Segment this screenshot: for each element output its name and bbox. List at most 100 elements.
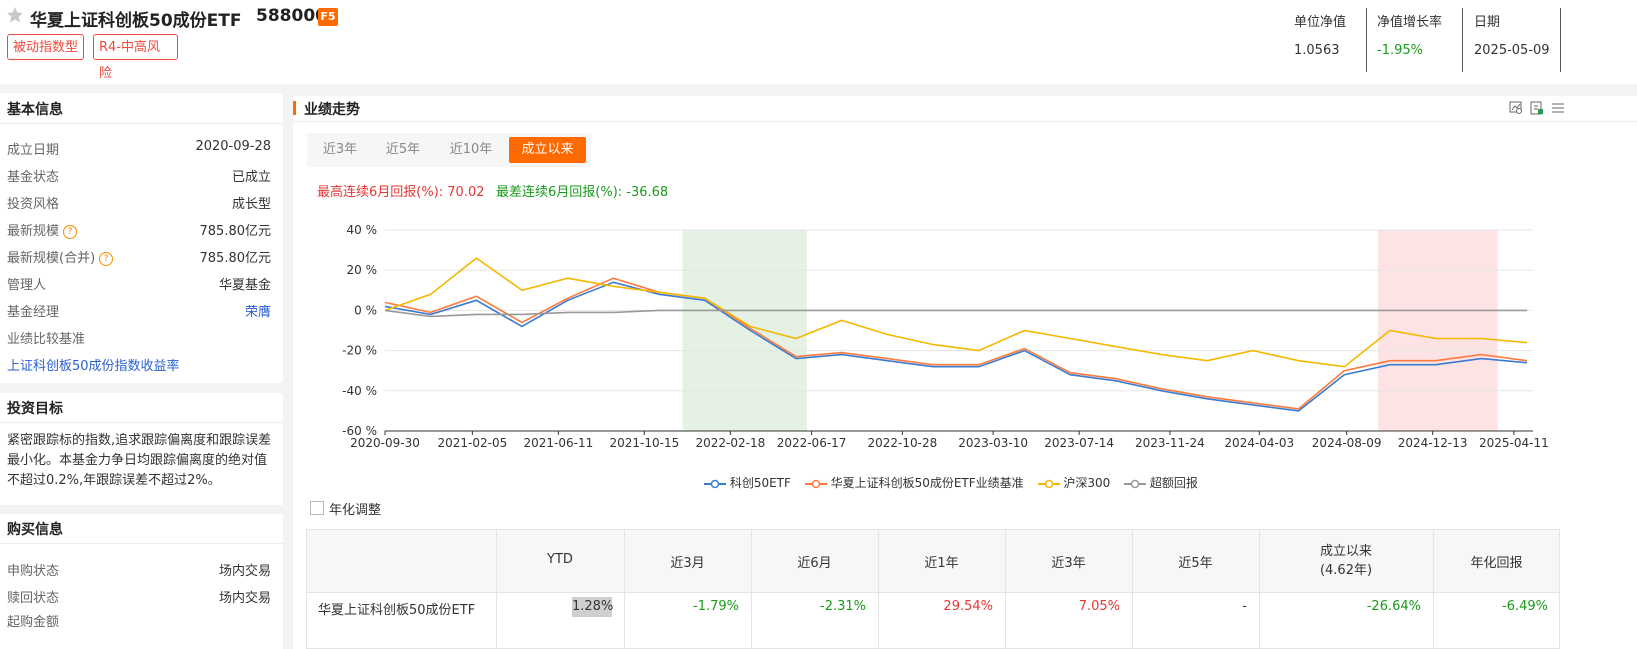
legend-item-hs300[interactable]: 沪深300 xyxy=(1037,474,1111,491)
return-cell: - xyxy=(1242,599,1247,614)
tab-since-inception[interactable]: 成立以来 xyxy=(509,137,586,163)
legend-label: 超额回报 xyxy=(1149,476,1198,490)
legend-label: 华夏上证科创板50成份ETF业绩基准 xyxy=(830,476,1024,490)
legend-marker xyxy=(804,479,827,488)
column-divider xyxy=(1005,529,1006,649)
tab-10y[interactable]: 近10年 xyxy=(449,142,493,157)
title-accent-bar xyxy=(293,101,296,115)
fund-manager-link[interactable]: 荣膺 xyxy=(244,305,271,320)
x-tick-label: 2024-04-03 xyxy=(1224,436,1294,450)
tab-5y[interactable]: 近5年 xyxy=(385,142,421,157)
fund-header: 华夏上证科创板50成份ETF 588000 F5 被动指数型 R4-中高风险 单… xyxy=(0,0,1637,84)
stat-divider xyxy=(1366,8,1367,72)
highlight-band xyxy=(682,230,807,431)
f5-badge[interactable]: F5 xyxy=(318,8,338,26)
purchase-label: 起购金额 xyxy=(7,615,60,630)
fund-name: 华夏上证科创板50成份ETF xyxy=(30,11,242,31)
risk-level-tag: R4-中高风险 xyxy=(93,34,178,81)
return-cell: -2.31% xyxy=(820,599,866,614)
info-label: 业绩比较基准 xyxy=(7,332,86,347)
menu-icon[interactable] xyxy=(1551,101,1565,115)
legend-label: 科创50ETF xyxy=(729,476,791,490)
divider xyxy=(0,543,283,544)
basic-info-panel: 基本信息 成立日期 2020-09-28 基金状态 已成立 投资风格 成长型 最… xyxy=(0,93,283,383)
series-line xyxy=(384,281,1528,412)
legend-marker xyxy=(1124,479,1147,488)
legend-item-kc50[interactable]: 科创50ETF xyxy=(704,474,791,491)
x-tick-label: 2021-10-15 xyxy=(609,436,679,450)
return-cell: 7.05% xyxy=(1078,599,1120,614)
x-tick-label: 2023-03-10 xyxy=(958,436,1028,450)
divider xyxy=(0,422,283,423)
info-label: 投资风格 xyxy=(7,197,60,212)
date-label: 日期 xyxy=(1474,15,1501,30)
column-divider xyxy=(751,529,752,649)
series-line xyxy=(384,277,1528,410)
help-icon[interactable]: ? xyxy=(63,224,78,239)
return-cell: -1.79% xyxy=(693,599,739,614)
fund-code: 588000 xyxy=(256,6,327,26)
x-tick-label: 2022-10-28 xyxy=(867,436,937,450)
return-cell: -26.64% xyxy=(1366,599,1421,614)
basic-info-title: 基本信息 xyxy=(7,102,63,118)
fund-type-tag: 被动指数型 xyxy=(7,34,84,60)
x-tick-label: 2021-02-05 xyxy=(437,436,507,450)
objective-title: 投资目标 xyxy=(7,401,63,417)
info-label: 管理人 xyxy=(7,278,47,293)
purchase-panel: 购买信息 申购状态 场内交易 赎回状态 场内交易 起购金额 xyxy=(0,514,283,649)
tab-3y[interactable]: 近3年 xyxy=(322,142,358,157)
purchase-label: 赎回状态 xyxy=(7,591,60,606)
annualize-checkbox[interactable] xyxy=(310,501,324,515)
table-header-cell: 近5年 xyxy=(1178,556,1213,571)
y-tick-label: 20 % xyxy=(347,263,378,277)
purchase-value: 场内交易 xyxy=(218,591,271,606)
divider xyxy=(293,121,1637,122)
table-header-cell: YTD xyxy=(547,552,573,567)
legend-item-excess[interactable]: 超额回报 xyxy=(1124,474,1198,491)
chart-legend: 科创50ETF 华夏上证科创板50成份ETF业绩基准 沪深300 超额回报 xyxy=(704,474,1198,490)
info-label: 成立日期 xyxy=(7,143,60,158)
table-header-cell: 成立以来 (4.62年) xyxy=(1319,544,1373,578)
y-tick-label: -60 % xyxy=(342,424,377,438)
fund-row-name: 华夏上证科创板50成份ETF xyxy=(318,603,476,618)
column-divider xyxy=(878,529,879,649)
worst-6m-return: 最差连续6月回报(%): -36.68 xyxy=(496,185,669,200)
annualize-label: 年化调整 xyxy=(329,503,382,518)
benchmark-link[interactable]: 上证科创板50成份指数收益率 xyxy=(7,359,180,374)
favorite-star-icon[interactable] xyxy=(6,6,24,24)
performance-title: 业绩走势 xyxy=(304,102,360,118)
return-cell: -6.49% xyxy=(1502,599,1548,614)
legend-marker xyxy=(704,479,726,488)
help-icon[interactable]: ? xyxy=(99,251,114,266)
legend-item-benchmark[interactable]: 华夏上证科创板50成份ETF业绩基准 xyxy=(804,474,1024,491)
table-header-row xyxy=(307,530,1559,592)
legend-marker xyxy=(1037,479,1060,488)
zoom-chart-icon[interactable] xyxy=(1509,101,1523,115)
divider xyxy=(307,592,1559,593)
purchase-label: 申购状态 xyxy=(7,564,60,579)
y-tick-label: 0 % xyxy=(354,303,377,317)
stat-divider xyxy=(1560,8,1561,72)
stat-divider xyxy=(1462,8,1463,72)
x-tick-label: 2022-02-18 xyxy=(695,436,765,450)
nav-label: 单位净值 xyxy=(1294,15,1347,30)
y-tick-label: -40 % xyxy=(342,384,377,398)
x-tick-label: 2023-11-24 xyxy=(1135,436,1205,450)
series-line xyxy=(384,309,1527,318)
table-header-cell: 近1年 xyxy=(924,556,959,571)
column-divider xyxy=(1433,529,1434,649)
x-tick-label: 2020-09-30 xyxy=(350,436,420,450)
info-value: 785.80亿元 xyxy=(199,251,272,266)
y-tick-label: -20 % xyxy=(342,344,377,358)
legend-label: 沪深300 xyxy=(1063,476,1111,490)
export-icon[interactable] xyxy=(1530,101,1544,115)
info-label: 最新规模? xyxy=(7,220,78,239)
x-tick-label: 2022-06-17 xyxy=(777,436,847,450)
date-value: 2025-05-09 xyxy=(1474,43,1550,58)
purchase-title: 购买信息 xyxy=(7,522,63,538)
nav-value: 1.0563 xyxy=(1294,43,1340,58)
performance-chart: 40 % 20 % 0 % -20 % -40 % -60 %2020-09-30 2021… xyxy=(342,223,1549,450)
info-value: 785.80亿元 xyxy=(199,224,272,239)
return-cell: 29.54% xyxy=(943,599,993,614)
y-tick-label: 40 % xyxy=(347,223,378,237)
